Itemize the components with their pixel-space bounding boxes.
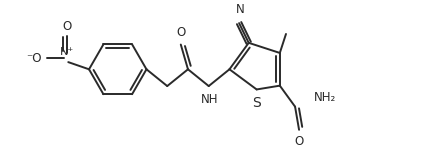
Text: O: O [176, 26, 185, 39]
Text: N⁺: N⁺ [60, 47, 74, 57]
Text: NH: NH [201, 93, 218, 106]
Text: ⁻O: ⁻O [26, 52, 42, 65]
Text: NH₂: NH₂ [314, 91, 336, 104]
Text: S: S [252, 96, 261, 110]
Text: O: O [62, 20, 71, 33]
Text: N: N [235, 3, 244, 16]
Text: O: O [294, 135, 303, 148]
